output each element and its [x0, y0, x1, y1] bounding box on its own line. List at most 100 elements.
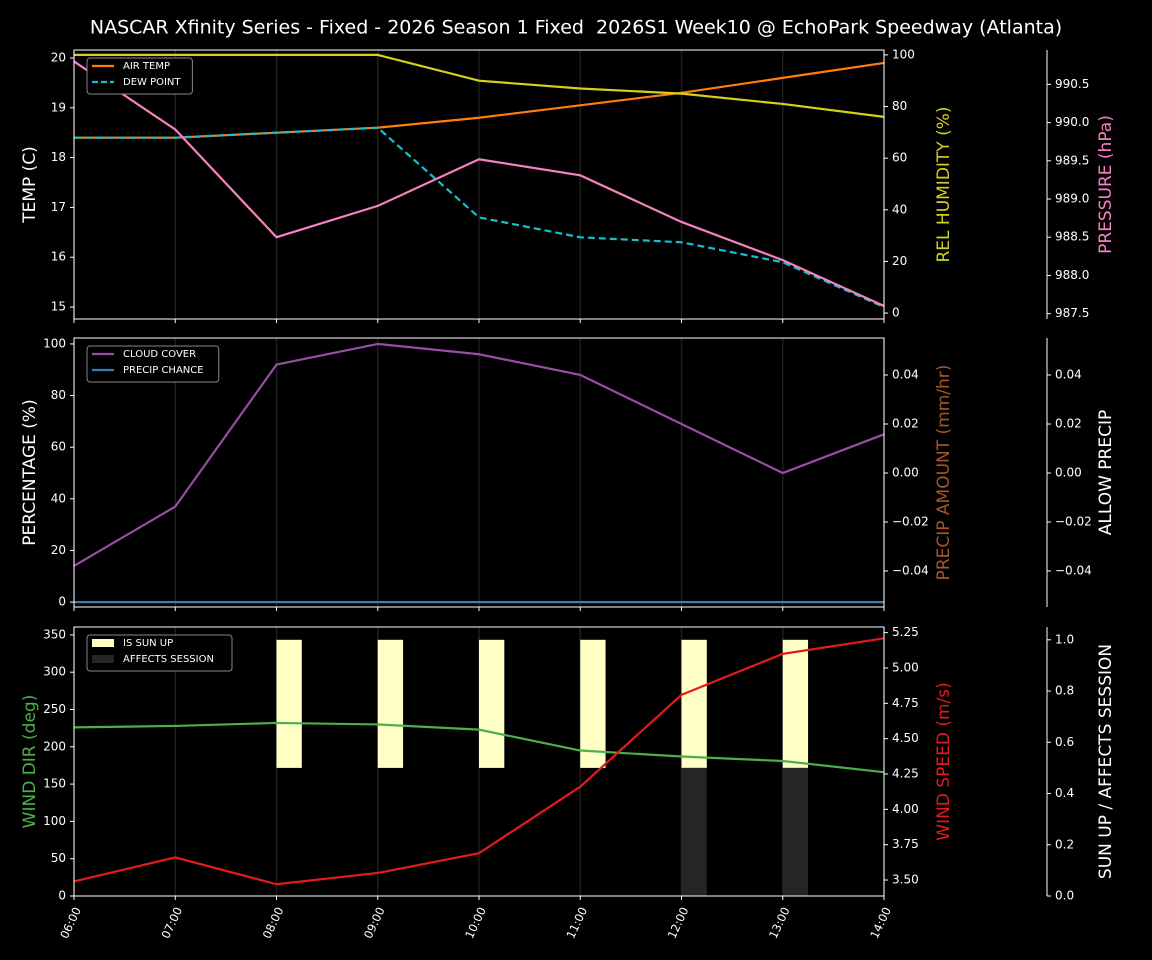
y-tick-label: 20: [51, 50, 66, 64]
y-tick-label: 0.0: [1055, 889, 1074, 903]
axis-label: ALLOW PRECIP: [1096, 410, 1116, 536]
y-tick-label: 20: [51, 543, 66, 557]
legend-label: AIR TEMP: [123, 61, 170, 72]
x-tick-label: 10:00: [462, 905, 489, 941]
y-tick-label: 0.04: [1055, 367, 1082, 381]
line: [74, 53, 885, 118]
y-tick-label: −0.04: [892, 563, 929, 577]
y-tick-label: 40: [892, 202, 907, 216]
y-tick-label: 990.0: [1055, 115, 1089, 129]
bar: [276, 639, 302, 768]
y-tick-label: 100: [43, 814, 66, 828]
y-tick-label: 18: [51, 150, 66, 164]
y-tick-label: 350: [43, 627, 66, 641]
axis-label: REL HUMIDITY (%): [934, 106, 954, 262]
y-tick-label: 80: [892, 99, 907, 113]
y-tick-label: 0: [58, 595, 66, 609]
y-tick-label: 17: [51, 200, 66, 214]
bar: [580, 639, 606, 768]
y-tick-label: 3.50: [892, 873, 919, 887]
y-tick-label: 0.02: [1055, 416, 1082, 430]
y-tick-label: 0.04: [892, 367, 919, 381]
y-tick-label: 0.2: [1055, 837, 1074, 851]
y-tick-label: 50: [51, 851, 66, 865]
bar: [782, 639, 809, 768]
legend: CLOUD COVER PRECIP CHANCE: [86, 345, 220, 383]
y-tick-label: 987.5: [1055, 306, 1089, 320]
bar: [681, 767, 707, 896]
y-tick-label: 40: [51, 491, 66, 505]
y-tick-label: 200: [43, 739, 66, 753]
axis-label: PRESSURE (hPa): [1096, 115, 1116, 254]
line: [73, 342, 885, 567]
y-tick-label: 989.5: [1055, 153, 1089, 167]
x-tick-label: 09:00: [361, 905, 388, 941]
y-tick-label: 0.6: [1055, 735, 1074, 749]
legend-label: DEW POINT: [123, 77, 181, 88]
x-tick-label: 12:00: [665, 905, 692, 941]
y-tick-label: 60: [51, 440, 66, 454]
y-tick-label: 20: [892, 254, 907, 268]
line: [74, 126, 885, 309]
x-tick-label: 08:00: [260, 905, 287, 941]
y-tick-label: 150: [43, 777, 66, 791]
y-tick-label: 0.02: [892, 416, 919, 430]
legend-label: AFFECTS SESSION: [123, 654, 214, 665]
y-tick-label: −0.04: [1055, 563, 1092, 577]
chart-title: NASCAR Xfinity Series - Fixed - 2026 Sea…: [90, 17, 1062, 39]
bar: [479, 639, 505, 768]
y-tick-label: 4.25: [892, 767, 919, 781]
legend-box: [86, 634, 233, 672]
line: [73, 60, 885, 308]
x-tick-label: 07:00: [158, 905, 185, 941]
y-tick-label: 300: [43, 665, 66, 679]
legend: AIR TEMP DEW POINT: [86, 57, 193, 95]
y-tick-label: 1.0: [1055, 632, 1074, 646]
legend-label: PRECIP CHANCE: [123, 365, 204, 376]
y-tick-label: 988.5: [1055, 230, 1089, 244]
legend: IS SUN UP AFFECTS SESSION: [86, 634, 233, 672]
x-tick-label: 06:00: [57, 905, 84, 941]
y-tick-label: −0.02: [1055, 514, 1092, 528]
y-tick-label: 990.5: [1055, 77, 1089, 91]
legend-swatch: [92, 639, 114, 647]
y-tick-label: 100: [43, 336, 66, 350]
line: [73, 637, 885, 886]
axis-label: WIND DIR (deg): [20, 695, 40, 829]
y-tick-label: 80: [51, 388, 66, 402]
y-tick-label: 0.00: [892, 465, 919, 479]
y-tick-label: 989.0: [1055, 192, 1089, 206]
legend-label: CLOUD COVER: [123, 349, 196, 360]
y-tick-label: 0.8: [1055, 684, 1074, 698]
y-tick-label: 4.50: [892, 731, 919, 745]
y-tick-label: 15: [51, 300, 66, 314]
y-tick-label: 4.00: [892, 802, 919, 816]
bar: [377, 639, 404, 768]
bar: [782, 767, 809, 896]
x-tick-label: 13:00: [766, 905, 793, 941]
legend-box: [86, 345, 220, 383]
plot-frame: [73, 626, 885, 897]
plot-frame: [73, 49, 885, 320]
y-tick-label: 0: [58, 889, 66, 903]
y-tick-label: 0.00: [1055, 465, 1082, 479]
axis-label: SUN UP / AFFECTS SESSION: [1096, 644, 1116, 879]
line: [73, 721, 885, 774]
y-tick-label: 3.75: [892, 837, 919, 851]
x-tick-label: 11:00: [563, 905, 590, 941]
axis-label: PRECIP AMOUNT (mm/hr): [934, 365, 954, 581]
y-tick-label: 100: [892, 47, 915, 61]
x-tick-label: 14:00: [867, 905, 894, 941]
legend-swatch: [92, 655, 114, 663]
y-tick-label: −0.02: [892, 514, 929, 528]
y-tick-label: 4.75: [892, 696, 919, 710]
y-tick-label: 250: [43, 702, 66, 716]
axis-label: TEMP (C): [20, 146, 40, 224]
axis-label: WIND SPEED (m/s): [934, 682, 954, 840]
bar: [681, 639, 707, 768]
y-tick-label: 60: [892, 151, 907, 165]
y-tick-label: 0.4: [1055, 786, 1074, 800]
y-tick-label: 988.0: [1055, 268, 1089, 282]
legend-label: IS SUN UP: [123, 638, 173, 649]
